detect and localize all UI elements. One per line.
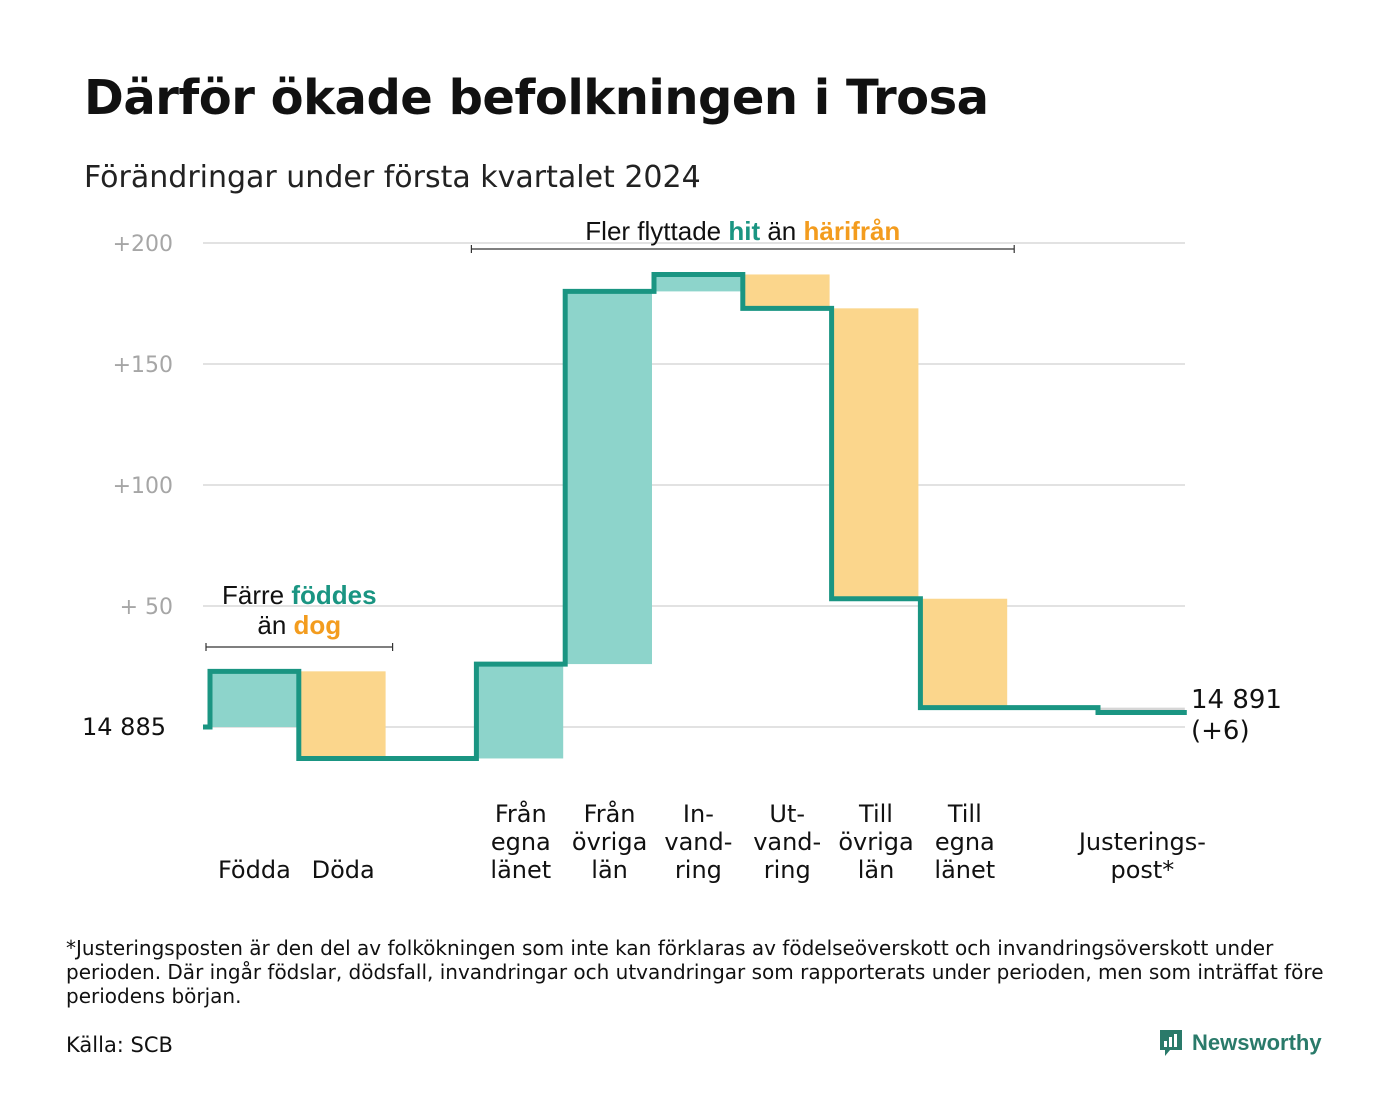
- category-label: övriga: [838, 828, 913, 856]
- y-tick-label: + 50: [120, 595, 173, 620]
- category-label: Födda: [218, 856, 291, 884]
- source-label: Källa: SCB: [66, 1033, 173, 1057]
- bar: [744, 274, 830, 309]
- bar: [300, 671, 386, 759]
- migration-annotation: Fler flyttade hit än härifrån: [585, 216, 900, 246]
- y-tick-label: +200: [113, 232, 173, 257]
- category-label: länet: [490, 856, 551, 884]
- migration-bracket: [470, 245, 1015, 253]
- category-label: län: [591, 856, 628, 884]
- newsworthy-logo-icon: [1160, 1030, 1182, 1056]
- category-label: vand-: [664, 828, 732, 856]
- bar: [656, 274, 741, 292]
- category-label: egna: [491, 828, 551, 856]
- category-label: post*: [1110, 856, 1174, 884]
- annotation-part: hit: [728, 216, 760, 246]
- bar: [478, 664, 564, 759]
- category-label: In-: [683, 800, 714, 828]
- footnote: *Justeringsposten är den del av folkökni…: [66, 936, 1324, 1008]
- annotation-part: Fler flyttade: [585, 216, 728, 246]
- brand-logo: Newsworthy: [1158, 1028, 1322, 1058]
- category-label: vand-: [753, 828, 821, 856]
- natural-change-annotation-line1: Färre föddes: [222, 580, 377, 610]
- category-label: Ut-: [769, 800, 805, 828]
- category-label: övriga: [572, 828, 647, 856]
- bar: [833, 308, 919, 599]
- category-label: ring: [675, 856, 722, 884]
- end-change-label: (+6): [1191, 716, 1250, 746]
- annotation-part: än: [257, 610, 293, 640]
- category-label: egna: [935, 828, 995, 856]
- category-label: län: [858, 856, 895, 884]
- cumulative-line: [203, 271, 1187, 761]
- chart-title: Därför ökade befolkningen i Trosa: [84, 70, 989, 126]
- annotation-part: härifrån: [803, 216, 900, 246]
- bar: [212, 671, 297, 727]
- bar: [922, 598, 1008, 708]
- category-label: Till: [947, 800, 982, 828]
- bar: [567, 291, 652, 665]
- category-label: Från: [495, 799, 547, 828]
- brand-name: Newsworthy: [1192, 1030, 1322, 1055]
- natural-change-annotation-line2: än dog: [257, 610, 341, 640]
- start-value-label: 14 885: [82, 713, 166, 741]
- category-label: Till: [858, 800, 893, 828]
- annotation-part: dog: [294, 610, 342, 640]
- category-label: ring: [764, 856, 811, 884]
- y-tick-label: +100: [113, 474, 173, 499]
- annotation-part: än: [760, 216, 803, 246]
- category-label: Från: [584, 799, 636, 828]
- category-label: Döda: [312, 856, 375, 884]
- annotation-part: föddes: [291, 580, 376, 610]
- chart-subtitle: Förändringar under första kvartalet 2024: [84, 160, 701, 195]
- y-tick-label: +150: [113, 353, 173, 378]
- annotation-part: Färre: [222, 580, 291, 610]
- natural-change-bracket: [205, 643, 394, 651]
- category-label: länet: [934, 856, 995, 884]
- end-value-label: 14 891: [1191, 685, 1282, 715]
- category-label: Justerings-: [1077, 828, 1206, 856]
